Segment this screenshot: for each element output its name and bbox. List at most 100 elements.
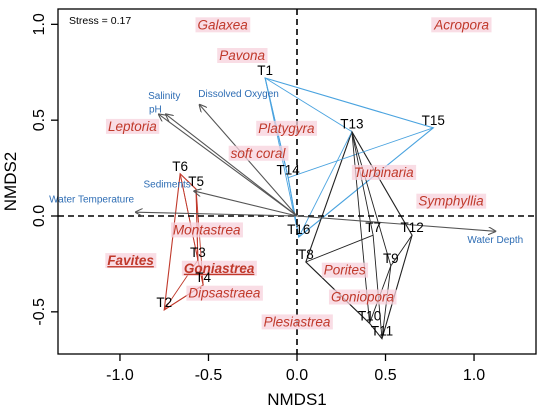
genus-label-group: Plesiastrea <box>261 314 333 330</box>
genus-label-highlight <box>105 118 160 134</box>
env-vector-label: Water Temperature <box>49 195 134 206</box>
hull-edge-black <box>351 131 374 236</box>
genus-label-highlight <box>351 164 417 180</box>
x-tick-label: 0.5 <box>374 367 396 384</box>
y-tick-label: 0.5 <box>31 109 48 131</box>
env-vector-arrow <box>159 114 298 217</box>
genus-label-group: Symphyllia <box>416 193 487 209</box>
genus-label-highlight <box>195 17 251 33</box>
site-label: T8 <box>298 247 314 262</box>
site-label: T15 <box>422 113 445 128</box>
hull-blue <box>264 77 435 239</box>
x-tick-label: 1.0 <box>463 367 485 384</box>
genus-label-highlight <box>228 145 289 161</box>
site-label: T16 <box>287 222 310 237</box>
genus-label-highlight <box>217 48 268 63</box>
genus-label: Acropora <box>433 17 489 32</box>
genus-label: Symphyllia <box>418 194 484 209</box>
genus-label-group: Montastrea <box>170 222 243 238</box>
genus-label-highlight <box>170 222 243 238</box>
genus-label-highlight <box>431 17 492 33</box>
genus-label-group: Leptoria <box>105 118 160 134</box>
env-vector-label: Salinity <box>148 91 180 102</box>
genus-label-group: Dipsastraea <box>186 285 263 301</box>
site-label: T14 <box>277 163 301 178</box>
site-label: T13 <box>340 117 363 132</box>
hull-edge-black <box>351 131 392 266</box>
x-axis-title: NMDS1 <box>267 390 327 409</box>
genus-label-group: Pavona <box>217 48 268 63</box>
genus-label-highlight <box>328 289 397 305</box>
env-vector-label: pH <box>149 105 162 116</box>
genus-label: Montastrea <box>173 222 241 237</box>
genus-label: Goniastrea <box>184 261 255 276</box>
hull-layer <box>163 77 435 340</box>
site-label: T7 <box>365 220 381 235</box>
site-label: T6 <box>172 159 188 174</box>
genus-label: Pavona <box>219 48 265 63</box>
stress-annotation: Stress = 0.17 <box>69 15 131 27</box>
genus-label: Porites <box>324 263 366 278</box>
genus-label-highlight <box>105 253 157 269</box>
axes: -1.0 -0.5 0.0 0.5 1.0 -0.5 0.0 0.5 1.0 NMDS1 NMDS2 <box>1 8 537 409</box>
genus-label: Goniopora <box>331 290 395 305</box>
genus-label-group: Acropora <box>431 17 492 33</box>
hull-edge-blue <box>287 177 300 238</box>
hull-edge-blue <box>288 127 434 179</box>
site-label: T4 <box>195 270 211 285</box>
hull-edge-blue <box>264 77 353 133</box>
site-label: T5 <box>188 174 204 189</box>
hull-black <box>305 130 413 340</box>
site-label: T9 <box>383 251 399 266</box>
reference-lines <box>58 9 536 354</box>
env-vector-layer: Salinity pH Dissolved Oxygen Sediments Water… <box>49 89 523 246</box>
genus-label-highlight <box>321 262 369 278</box>
genus-label-group: Favites <box>105 253 157 269</box>
genus-label: Leptoria <box>108 119 157 134</box>
site-label: T10 <box>358 308 381 323</box>
hull-edge-blue <box>298 131 353 238</box>
site-label: T3 <box>190 245 206 260</box>
genus-label-group: Galaxea <box>195 17 251 33</box>
genus-label-highlight <box>181 260 257 276</box>
site-label: T12 <box>400 220 423 235</box>
genus-label: Platygyra <box>258 121 315 136</box>
site-label: T1 <box>257 63 273 78</box>
genus-label-group: Platygyra <box>256 120 318 136</box>
hull-edge-red <box>179 173 199 261</box>
genus-label-group: soft coral <box>228 145 289 161</box>
genus-label-group: Goniopora <box>328 289 397 305</box>
env-vector-label: Water Depth <box>467 235 523 246</box>
genus-label: Turbinaria <box>354 165 414 180</box>
genus-label: Dipsastraea <box>188 286 261 301</box>
genus-label-group: Porites <box>321 262 369 278</box>
x-tick-label: -0.5 <box>195 367 223 384</box>
env-vector-arrow <box>296 215 495 231</box>
genus-label: soft coral <box>231 146 287 161</box>
genus-label-group: Goniastrea <box>181 260 257 276</box>
env-vector-label: Dissolved Oxygen <box>198 89 279 100</box>
genus-label-highlight <box>256 120 318 136</box>
genus-label-highlight <box>186 285 263 301</box>
site-label: T2 <box>156 295 172 310</box>
hull-edge-black <box>390 234 413 267</box>
genus-label-layer: Galaxea Acropora Pavona Leptoria Platygyra so… <box>105 17 492 330</box>
x-tick-label: -1.0 <box>106 367 134 384</box>
x-tick-label: 0.0 <box>286 367 308 384</box>
genus-label: Plesiastrea <box>264 314 331 329</box>
env-vector-label: Sediments <box>144 179 191 190</box>
y-tick-label: -0.5 <box>31 298 48 326</box>
hull-edge-black <box>305 234 374 263</box>
genus-label: Favites <box>107 253 154 268</box>
genus-label-group: Turbinaria <box>351 164 417 180</box>
env-vector-arrow <box>136 212 298 217</box>
env-vector-arrow <box>194 191 298 217</box>
env-vector-arrow <box>166 114 298 217</box>
hull-edge-black <box>372 235 383 339</box>
genus-label: Galaxea <box>197 17 248 32</box>
y-axis-title: NMDS2 <box>1 152 20 212</box>
site-label: T11 <box>371 324 393 339</box>
genus-label-highlight <box>261 314 333 330</box>
